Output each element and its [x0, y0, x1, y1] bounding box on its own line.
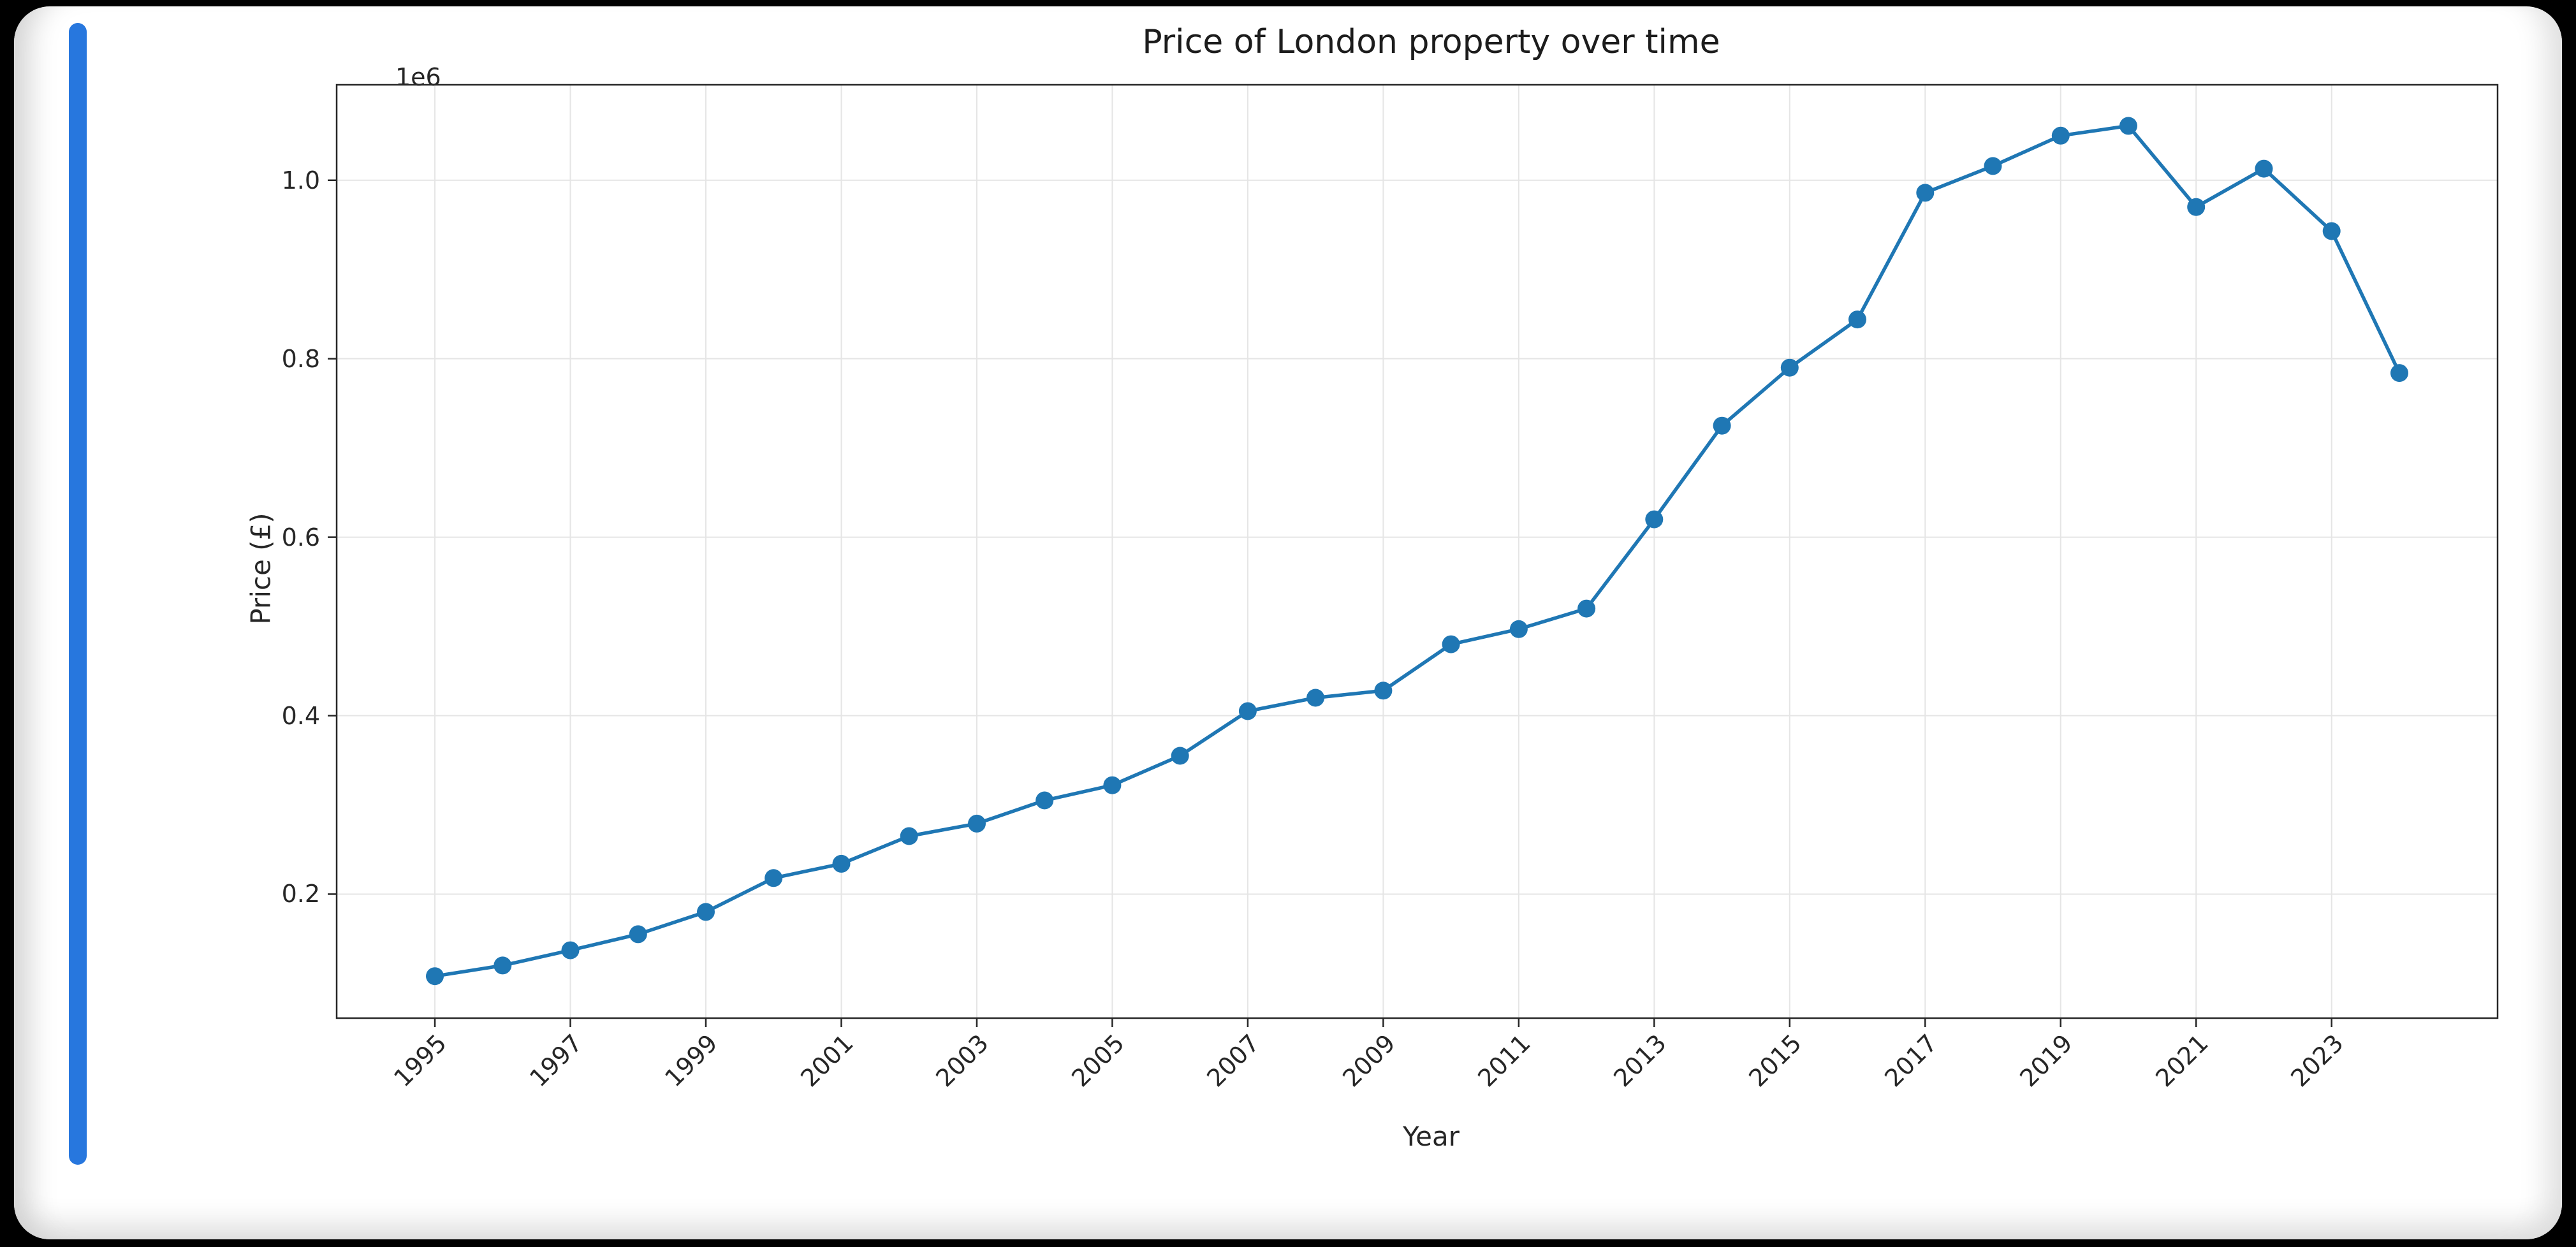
data-point-marker	[697, 903, 715, 921]
data-point-marker	[1713, 416, 1731, 435]
data-point-marker	[1374, 682, 1393, 700]
chart-card: Price of London property over time 1e6 P…	[14, 6, 2562, 1239]
data-point-marker	[1238, 702, 1257, 720]
data-point-marker	[1509, 620, 1528, 638]
data-point-marker	[765, 869, 783, 887]
data-point-marker	[1645, 510, 1664, 529]
data-point-marker	[1171, 747, 1189, 765]
data-point-marker	[1848, 310, 1866, 329]
data-point-marker	[426, 967, 444, 986]
chart-title: Price of London property over time	[1142, 23, 1720, 61]
y-tick-label: 0.4	[281, 701, 320, 730]
data-point-marker	[1442, 635, 1460, 653]
data-point-marker	[832, 854, 851, 873]
y-tick-label: 0.6	[281, 523, 320, 551]
data-point-marker	[2119, 117, 2137, 135]
data-point-marker	[494, 956, 512, 975]
data-point-marker	[2322, 222, 2341, 240]
data-point-marker	[900, 827, 918, 845]
data-point-marker	[2187, 198, 2206, 216]
data-point-marker	[1036, 791, 1054, 810]
data-point-marker	[1306, 689, 1325, 707]
y-axis-offset-label: 1e6	[395, 63, 441, 91]
data-point-marker	[629, 925, 647, 944]
data-point-marker	[968, 814, 986, 833]
y-tick-label: 0.8	[281, 344, 320, 373]
data-point-marker	[1577, 599, 1596, 618]
data-point-marker	[2255, 159, 2273, 178]
price-line-series	[433, 124, 2401, 978]
data-point-marker	[1103, 776, 1122, 794]
data-point-marker	[2051, 126, 2070, 145]
data-point-marker	[1780, 358, 1799, 377]
y-tick-label: 0.2	[281, 880, 320, 908]
axes-spines	[335, 84, 2499, 1019]
data-point-marker	[2390, 364, 2408, 383]
data-point-marker	[561, 941, 580, 959]
scrollbar-thumb[interactable]	[69, 23, 87, 1165]
x-axis-label: Year	[1403, 1121, 1460, 1152]
y-tick-label: 1.0	[281, 166, 320, 194]
data-point-marker	[1916, 184, 1935, 202]
data-point-marker	[1984, 157, 2002, 175]
